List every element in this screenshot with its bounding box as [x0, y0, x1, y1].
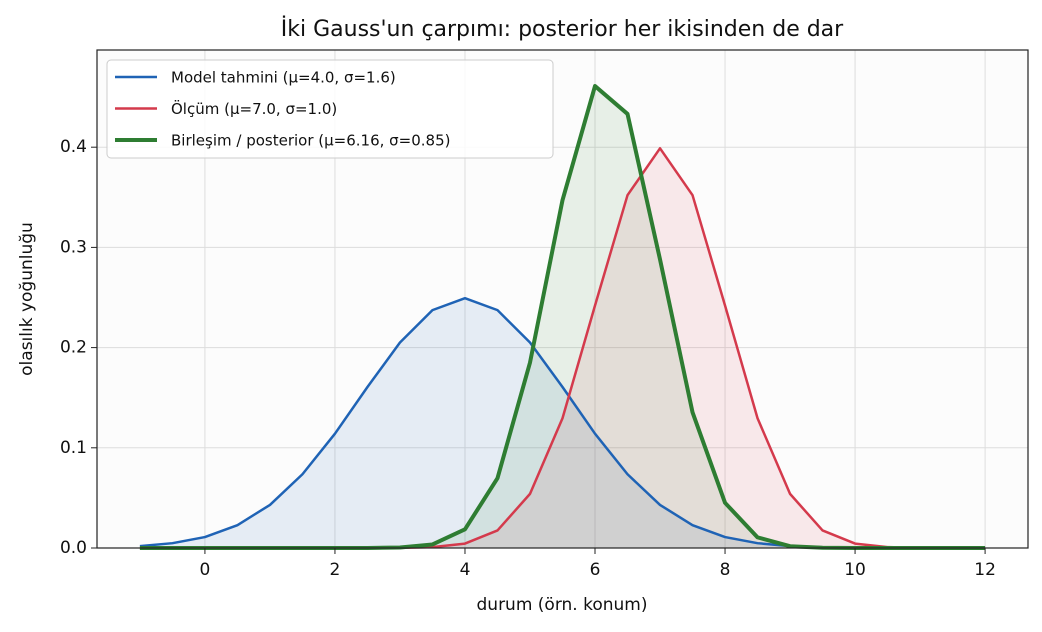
x-tick-label: 2 [330, 560, 341, 580]
y-tick-label: 0.2 [60, 338, 87, 358]
legend: Model tahmini (μ=4.0, σ=1.6) Ölçüm (μ=7.0… [106, 59, 554, 159]
legend-label: Ölçüm (μ=7.0, σ=1.0) [171, 99, 337, 118]
y-tick-label: 0.4 [60, 137, 87, 157]
x-tick-label: 0 [200, 560, 211, 580]
y-axis-label: olasılık yoğunluğu [17, 222, 37, 376]
y-tick-label: 0.3 [60, 237, 87, 257]
legend-label: Model tahmini (μ=4.0, σ=1.6) [171, 69, 396, 87]
x-tick-label: 8 [720, 560, 731, 580]
area-fill [139, 148, 986, 549]
y-tick-label: 0.0 [60, 538, 87, 558]
plot-frame [96, 49, 1029, 549]
x-tick-label: 12 [974, 560, 996, 580]
area-fill [139, 86, 986, 548]
chart-title: İki Gauss'un çarpımı: posterior her ikis… [281, 16, 844, 42]
x-tick-label: 4 [460, 560, 471, 580]
y-tick-label: 0.1 [60, 438, 87, 458]
x-tick-label: 6 [590, 560, 601, 580]
legend-box [106, 59, 554, 159]
x-axis-label: durum (örn. konum) [477, 595, 648, 615]
legend-label: Birleşim / posterior (μ=6.16, σ=0.85) [171, 132, 451, 150]
x-tick-label: 10 [844, 560, 866, 580]
area-fill [139, 298, 986, 548]
